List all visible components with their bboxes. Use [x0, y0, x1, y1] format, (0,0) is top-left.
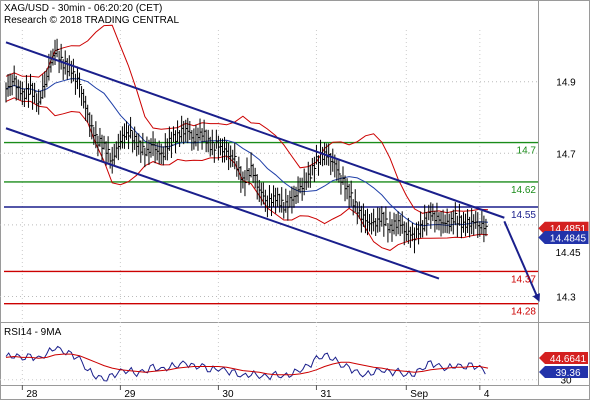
price-badge-label: 14.45	[555, 248, 580, 259]
level-labels: 14.7 14.62 14.55 14.37 14.28	[511, 146, 536, 318]
price-axis-tick-label: 14.3	[556, 293, 576, 304]
level-label: 14.62	[511, 185, 536, 196]
level-label: 14.37	[511, 274, 536, 285]
time-axis-tick-label: 29	[124, 389, 136, 400]
moving-average	[5, 78, 489, 227]
rsi-axis-tick-label: 30	[560, 376, 572, 387]
price-badge-shape	[538, 230, 589, 244]
level-label: 14.55	[511, 210, 536, 221]
rsi-badge-shape	[539, 352, 588, 364]
bollinger-bands	[5, 24, 489, 251]
price-axis-tick-label: 14.9	[556, 78, 576, 89]
source-label: Research © 2018 TRADING CENTRAL	[4, 15, 179, 26]
price-badge: 14.45	[539, 245, 588, 259]
rsi-ma-line	[5, 353, 489, 376]
chart-title: XAG/USD - 30min - 06:20:20 (CET)	[4, 3, 162, 14]
price-badge-shape	[539, 245, 588, 258]
projection-arrow-line	[503, 220, 540, 302]
price-axis-tick-label: 14.7	[556, 149, 576, 160]
level-label: 14.7	[517, 146, 537, 157]
ma-line	[5, 78, 489, 227]
level-label: 14.28	[511, 307, 536, 318]
bollinger-upper	[5, 24, 489, 214]
rsi-badge-shape	[539, 366, 588, 378]
rsi-panel: 30 44.6641 39.36	[0, 345, 588, 387]
time-axis-tick-label: 28	[26, 389, 38, 400]
price-badge-label: 14.4851	[550, 224, 587, 235]
time-axis-tick-label: 30	[222, 389, 234, 400]
channel-line-lower	[5, 127, 440, 280]
projection-arrow	[503, 220, 540, 302]
rsi-badge-label: 44.6641	[550, 354, 587, 365]
rsi-title: RSI14 - 9MA	[4, 327, 62, 338]
price-badge: 14.4845	[538, 230, 589, 244]
time-axis-ticks: 28 29 30 31 Sep 4	[21, 385, 490, 400]
rsi-badge: 44.6641	[539, 352, 588, 365]
bollinger-lower	[5, 97, 489, 251]
rsi-badge: 39.36	[539, 366, 588, 379]
rsi-line	[5, 345, 486, 382]
rsi-badge-label: 39.36	[555, 368, 580, 379]
time-axis-tick-label: 4	[484, 389, 490, 400]
time-axis-tick-label: 31	[320, 389, 332, 400]
levels	[4, 141, 538, 305]
time-axis-tick-label: Sep	[410, 389, 428, 400]
price-badge-label: 14.4845	[550, 233, 587, 244]
trend-channel	[5, 41, 505, 280]
price-bars	[5, 38, 488, 254]
channel-line-upper	[5, 41, 505, 219]
